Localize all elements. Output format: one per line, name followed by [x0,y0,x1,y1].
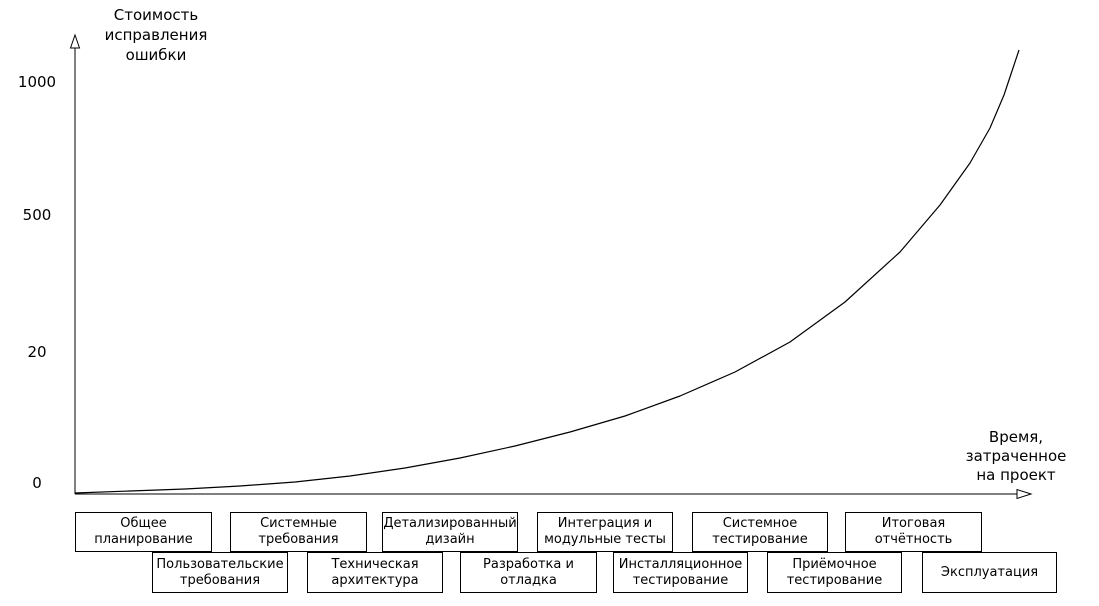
phase-box-general-planning: Общее планирование [75,512,212,552]
phase-box-integration-module-tests: Интеграция и модульные тесты [537,512,673,552]
y-tick-label-500: 500 [22,206,52,224]
x-axis-arrow-icon [1016,488,1033,500]
phase-box-acceptance-testing: Приёмочное тестирование [767,552,902,593]
y-tick-label-0: 0 [32,474,42,492]
phase-box-operation: Эксплуатация [922,552,1057,593]
phase-box-installation-testing: Инсталляционное тестирование [613,552,748,593]
y-tick-label-20: 20 [27,343,47,361]
phase-box-technical-architecture: Техническая архитектура [307,552,443,593]
y-tick-label-1000: 1000 [17,73,57,91]
phase-box-final-reporting: Итоговая отчётность [845,512,982,552]
phase-box-development-debugging: Разработка и отладка [460,552,597,593]
y-axis-title: Стоимость исправления ошибки [104,6,208,64]
phase-box-user-requirements: Пользовательские требования [152,552,288,593]
cost-curve [74,49,1020,494]
phase-box-system-testing: Системное тестирование [692,512,828,552]
y-axis-arrow-icon [69,33,81,49]
phase-box-system-requirements: Системные требования [230,512,367,552]
phase-box-detailed-design: Детализированный дизайн [382,512,518,552]
x-axis-title: Время, затраченное на проект [965,428,1067,484]
